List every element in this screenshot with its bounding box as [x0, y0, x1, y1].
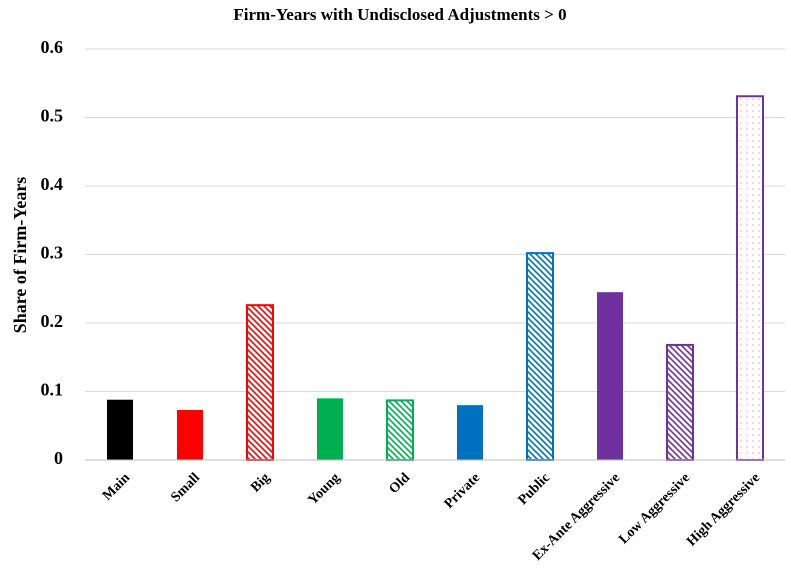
x-tick-label: Main [100, 470, 133, 503]
x-tick-label: Old [387, 470, 414, 497]
bar [666, 343, 694, 462]
x-tick-label: Private [442, 470, 483, 511]
x-tick-label: Small [168, 470, 203, 505]
chart-title: Firm-Years with Undisclosed Adjustments … [233, 5, 566, 24]
y-tick-label: 0.4 [41, 174, 64, 194]
x-tick-label: Young [306, 470, 344, 508]
y-tick-label: 0.1 [41, 380, 64, 400]
y-tick-label: 0.6 [41, 37, 64, 57]
bar [526, 252, 554, 461]
bar [107, 399, 133, 460]
bar [457, 405, 483, 460]
x-tick-label: High Aggressive [684, 470, 763, 549]
bar [736, 95, 764, 461]
bar [597, 292, 623, 460]
y-tick-label: 0.2 [41, 311, 64, 331]
y-axis-label: Share of Firm-Years [10, 177, 30, 334]
y-tick-label: 0.5 [41, 106, 64, 126]
x-tick-label: Low Aggressive [616, 470, 693, 547]
x-tick-label: Big [248, 470, 273, 495]
bar [177, 409, 203, 460]
x-tick-label: Public [516, 470, 554, 508]
bar [386, 399, 414, 461]
y-tick-label: 0 [54, 448, 63, 468]
bar [246, 304, 274, 461]
y-tick-label: 0.3 [41, 243, 64, 263]
bar [317, 398, 343, 460]
